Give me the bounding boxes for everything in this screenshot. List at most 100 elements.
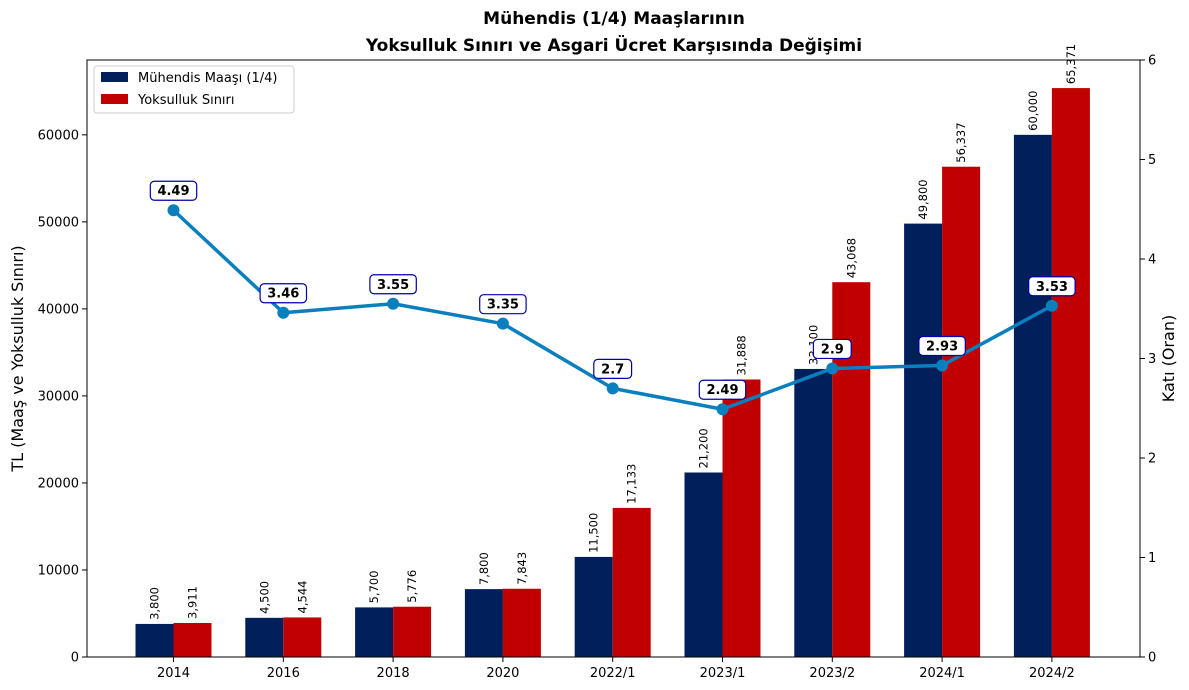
bar-value-label: 60,000 (1026, 91, 1040, 131)
bar-value-label: 31,888 (735, 335, 749, 375)
bar-value-label: 4,544 (295, 581, 309, 614)
bar-engineer-salary (904, 223, 943, 658)
bar-value-label: 5,700 (367, 570, 381, 603)
y-tick-label: 20000 (38, 476, 79, 491)
bar-engineer-salary (1013, 134, 1052, 658)
x-tick-label: 2024/1 (919, 666, 965, 681)
y2-tick-label: 1 (1148, 551, 1156, 566)
bar-value-label: 17,133 (625, 464, 639, 504)
bar-poverty-line (612, 507, 651, 657)
bar-poverty-line (173, 622, 212, 657)
bar-value-label: 3,800 (148, 587, 162, 620)
bar-value-label: 21,200 (697, 428, 711, 468)
bar-value-label: 7,843 (515, 552, 529, 585)
y-axis-left-label: TL (Maaş ve Yoksulluk Sınırı) (8, 245, 27, 472)
y-tick-label: 40000 (38, 302, 79, 317)
y2-tick-label: 2 (1148, 452, 1156, 467)
bar-series-group (135, 88, 1090, 658)
bar-value-label: 4,500 (257, 581, 271, 614)
ratio-annotation-label: 4.49 (157, 184, 189, 199)
bar-value-label: 7,800 (477, 552, 491, 585)
legend-box (93, 65, 295, 114)
y-tick-label: 30000 (38, 389, 79, 404)
y2-tick-label: 6 (1148, 54, 1156, 69)
bar-engineer-salary (684, 472, 723, 657)
bar-value-label: 11,500 (587, 513, 601, 553)
bar-value-label: 5,776 (405, 570, 419, 603)
ratio-point (277, 306, 290, 319)
ratio-annotation-label: 3.55 (377, 278, 409, 293)
ratio-annotation-label: 3.35 (487, 298, 519, 313)
bar-value-label: 43,068 (844, 238, 858, 278)
x-tick-label: 2023/1 (700, 666, 746, 681)
ratio-point (1045, 299, 1058, 312)
y-axis-left: 0 10000 20000 30000 40000 50000 60000 (38, 128, 87, 666)
x-tick-label: 2022/1 (590, 666, 636, 681)
x-tick-label: 2014 (157, 666, 190, 681)
x-tick-label: 2024/2 (1029, 666, 1075, 681)
bar-value-label: 49,800 (916, 179, 930, 219)
bar-engineer-salary (794, 368, 833, 657)
ratio-annotation-box (1028, 276, 1076, 297)
bar-poverty-line (722, 379, 761, 657)
ratio-annotation-box (812, 338, 852, 360)
bar-poverty-line (502, 588, 541, 657)
ratio-annotation-box (918, 335, 966, 357)
y-tick-label: 10000 (38, 563, 79, 578)
y-tick-label: 60000 (38, 128, 79, 143)
bar-poverty-line (283, 617, 322, 657)
x-tick-label: 2016 (267, 666, 300, 681)
ratio-annotation-label: 2.49 (706, 383, 738, 398)
ratio-point (716, 403, 729, 416)
bar-poverty-line (1051, 88, 1090, 657)
bar-poverty-line (942, 166, 981, 657)
bar-poverty-line (832, 282, 871, 657)
ratio-point (606, 382, 619, 395)
y2-tick-label: 3 (1148, 352, 1156, 367)
bar-engineer-salary (464, 589, 503, 657)
x-axis: 2014 2016 2018 2020 2022/1 2023/1 2023/2 2024/1… (157, 657, 1075, 681)
y-axis-right: 0 1 2 3 4 5 6 (1140, 54, 1156, 666)
ratio-point (496, 317, 509, 330)
y-axis-right-label: Katı (Oran) (1159, 315, 1178, 402)
ratio-point (826, 362, 839, 375)
y-tick-label: 50000 (38, 215, 79, 230)
ratio-point (936, 359, 949, 372)
bar-engineer-salary (135, 623, 174, 657)
legend-swatch (101, 94, 128, 104)
ratio-annotation-label: 3.53 (1036, 280, 1068, 295)
bar-engineer-salary (245, 617, 284, 657)
y2-tick-label: 4 (1148, 253, 1156, 268)
y-tick-label: 0 (71, 651, 79, 666)
ratio-annotation-box (698, 379, 747, 400)
legend-label: Mühendis Maaşı (1/4) (138, 71, 277, 86)
chart-title-line-2: Yoksulluk Sınırı ve Asgari Ücret Karşısı… (365, 34, 862, 56)
x-tick-label: 2023/2 (809, 666, 855, 681)
ratio-annotation-box (259, 283, 308, 304)
ratio-annotation-label: 2.7 (601, 362, 624, 377)
bar-value-label: 3,911 (186, 586, 200, 619)
bar-value-label: 56,337 (954, 122, 968, 162)
y2-tick-label: 5 (1148, 153, 1156, 168)
chart-title: Mühendis (1/4) Maaşlarının Yoksulluk Sın… (365, 9, 862, 56)
ratio-point (167, 204, 180, 217)
bar-engineer-salary (355, 607, 394, 657)
ratio-annotation-label: 2.93 (926, 339, 958, 354)
ratio-annotation-box (149, 180, 198, 201)
ratio-point (387, 297, 400, 310)
bar-poverty-line (393, 606, 432, 657)
legend-label: Yoksulluk Sınırı (137, 93, 235, 108)
bar-value-label: 65,371 (1064, 44, 1078, 84)
bar-engineer-salary (574, 556, 613, 657)
chart-legend: Mühendis Maaşı (1/4) Yoksulluk Sınırı (93, 65, 295, 114)
ratio-annotations-group: 4.49 3.46 3.55 3.35 2.7 2.49 2.9 2.93 3.53 (149, 180, 1076, 400)
x-tick-label: 2020 (486, 666, 519, 681)
ratio-annotation-label: 2.9 (821, 342, 844, 357)
ratio-annotation-box (593, 358, 633, 379)
ratio-line-group (167, 204, 1058, 416)
ratio-annotation-box (369, 274, 417, 295)
chart-title-line-1: Mühendis (1/4) Maaşlarının (483, 9, 745, 29)
ratio-annotation-label: 3.46 (267, 287, 299, 302)
x-tick-label: 2018 (377, 666, 410, 681)
